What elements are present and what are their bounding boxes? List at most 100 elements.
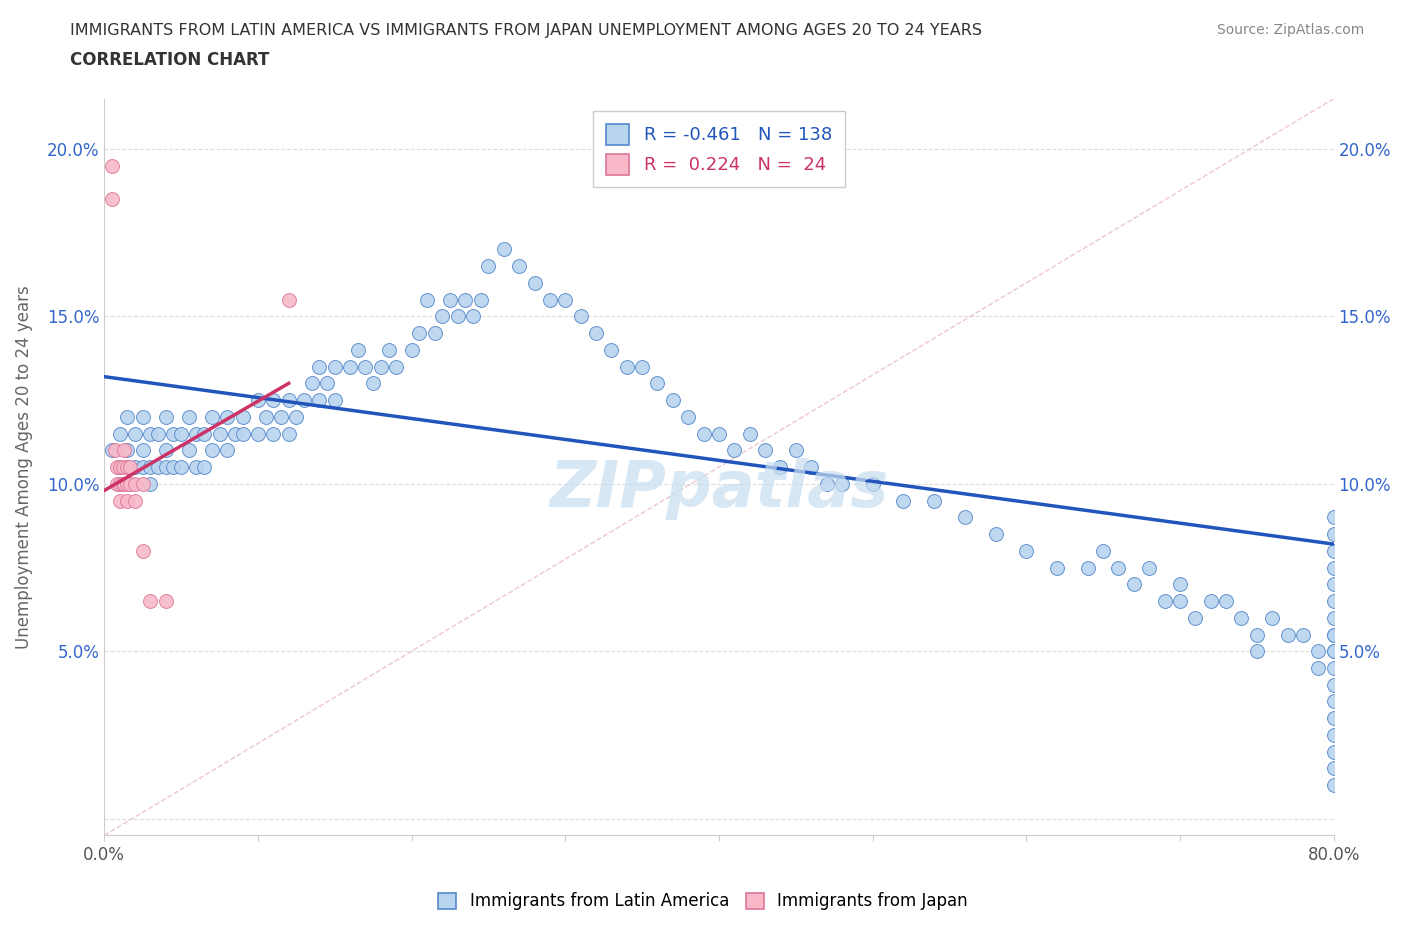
- Point: [105, 476, 128, 491]
- Point: [120, 476, 142, 491]
- Point: [1168, 593, 1191, 608]
- Point: [416, 292, 439, 307]
- Point: [139, 593, 162, 608]
- Point: [270, 409, 292, 424]
- Point: [177, 409, 200, 424]
- Point: [1199, 593, 1222, 608]
- Point: [177, 443, 200, 458]
- Point: [1077, 560, 1099, 575]
- Point: [1323, 744, 1346, 759]
- Point: [108, 459, 131, 474]
- Point: [738, 426, 761, 441]
- Point: [193, 459, 215, 474]
- Point: [301, 376, 323, 391]
- Point: [1230, 610, 1253, 625]
- Point: [354, 359, 377, 374]
- Point: [108, 426, 131, 441]
- Point: [401, 342, 423, 357]
- Point: [162, 459, 184, 474]
- Point: [131, 443, 153, 458]
- Point: [131, 459, 153, 474]
- Point: [1015, 543, 1038, 558]
- Point: [292, 392, 315, 407]
- Point: [723, 443, 745, 458]
- Point: [101, 158, 124, 173]
- Point: [105, 459, 128, 474]
- Point: [285, 409, 308, 424]
- Point: [492, 242, 515, 257]
- Point: [117, 476, 139, 491]
- Point: [523, 275, 546, 290]
- Point: [108, 459, 131, 474]
- Y-axis label: Unemployment Among Ages 20 to 24 years: Unemployment Among Ages 20 to 24 years: [15, 286, 32, 649]
- Point: [155, 443, 177, 458]
- Point: [101, 192, 124, 206]
- Point: [139, 459, 162, 474]
- Point: [117, 443, 139, 458]
- Point: [1277, 627, 1299, 642]
- Point: [1323, 627, 1346, 642]
- Point: [323, 359, 346, 374]
- Point: [676, 409, 699, 424]
- Point: [117, 459, 139, 474]
- Point: [104, 443, 127, 458]
- Point: [1323, 560, 1346, 575]
- Point: [385, 359, 408, 374]
- Point: [170, 426, 193, 441]
- Point: [277, 426, 299, 441]
- Point: [1308, 660, 1330, 675]
- Point: [131, 409, 153, 424]
- Point: [254, 409, 277, 424]
- Point: [1323, 543, 1346, 558]
- Point: [201, 443, 224, 458]
- Point: [1323, 610, 1346, 625]
- Point: [124, 426, 146, 441]
- Text: ZIPpatlas: ZIPpatlas: [550, 458, 889, 520]
- Point: [1323, 627, 1346, 642]
- Point: [262, 426, 284, 441]
- Point: [692, 426, 714, 441]
- Point: [1308, 644, 1330, 658]
- Point: [217, 409, 239, 424]
- Point: [862, 476, 884, 491]
- Point: [117, 493, 139, 508]
- Point: [454, 292, 477, 307]
- Point: [1246, 627, 1268, 642]
- Point: [139, 426, 162, 441]
- Point: [461, 309, 484, 324]
- Point: [262, 392, 284, 407]
- Point: [922, 493, 945, 508]
- Point: [1246, 644, 1268, 658]
- Point: [124, 493, 146, 508]
- Point: [600, 342, 623, 357]
- Point: [1323, 644, 1346, 658]
- Point: [155, 459, 177, 474]
- Point: [277, 292, 299, 307]
- Point: [439, 292, 461, 307]
- Point: [631, 359, 654, 374]
- Point: [232, 409, 254, 424]
- Point: [569, 309, 592, 324]
- Point: [1168, 577, 1191, 591]
- Point: [108, 493, 131, 508]
- Point: [1323, 711, 1346, 725]
- Point: [308, 359, 330, 374]
- Point: [131, 543, 153, 558]
- Point: [339, 359, 361, 374]
- Point: [1323, 660, 1346, 675]
- Point: [155, 593, 177, 608]
- Point: [1215, 593, 1237, 608]
- Point: [1108, 560, 1130, 575]
- Point: [707, 426, 730, 441]
- Point: [193, 426, 215, 441]
- Point: [162, 426, 184, 441]
- Legend: R = -0.461   N = 138, R =  0.224   N =  24: R = -0.461 N = 138, R = 0.224 N = 24: [593, 112, 845, 188]
- Point: [111, 459, 134, 474]
- Point: [146, 426, 169, 441]
- Point: [316, 376, 339, 391]
- Point: [1122, 577, 1144, 591]
- Point: [124, 459, 146, 474]
- Point: [554, 292, 576, 307]
- Point: [477, 259, 499, 273]
- Point: [785, 443, 807, 458]
